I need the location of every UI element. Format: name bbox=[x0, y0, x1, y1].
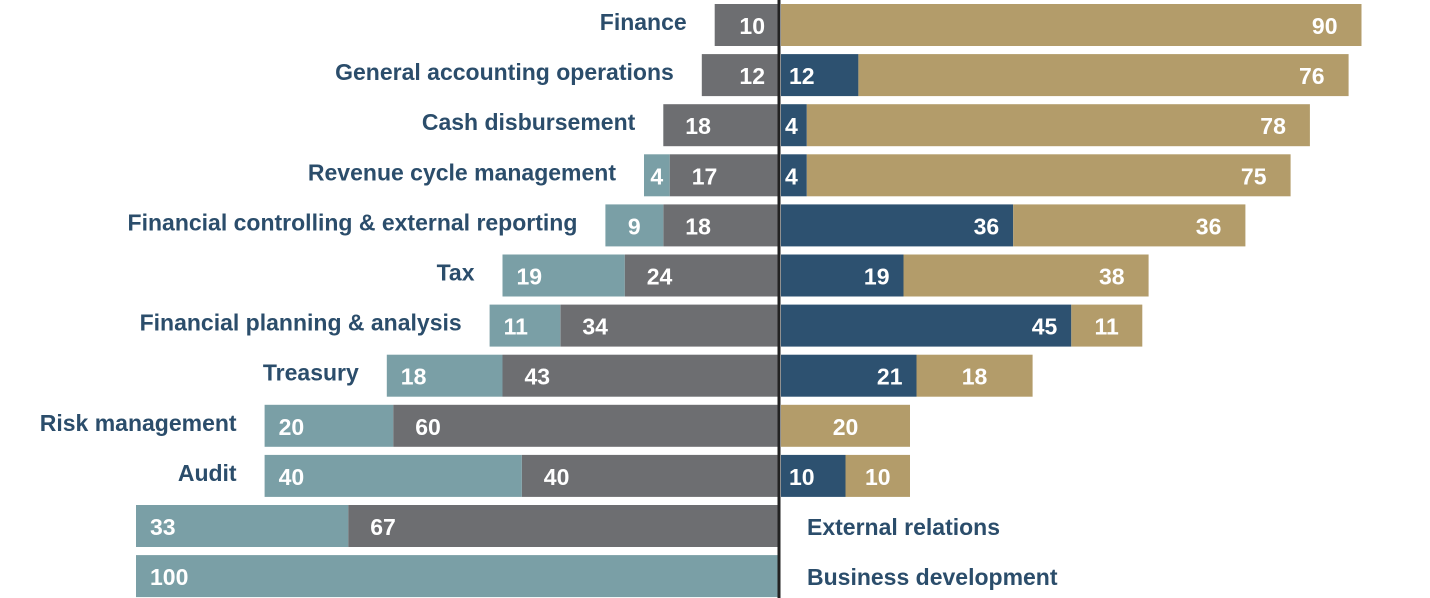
bar-left-inner bbox=[502, 354, 779, 397]
category-label: Tax bbox=[437, 260, 475, 286]
bar-left-inner bbox=[348, 505, 779, 547]
data-label-right-inner: 4 bbox=[785, 113, 798, 139]
category-label: Treasury bbox=[263, 360, 359, 386]
data-label-left-inner: 43 bbox=[525, 364, 551, 390]
data-label-left-outer: 11 bbox=[504, 314, 529, 340]
bar-right-outer bbox=[781, 4, 1362, 46]
bar-right-inner bbox=[781, 354, 917, 397]
data-label-left-inner: 34 bbox=[582, 314, 608, 340]
data-label-left-inner: 17 bbox=[692, 163, 718, 189]
data-label-right-inner: 45 bbox=[1032, 314, 1058, 340]
bar-left-outer bbox=[502, 254, 625, 297]
data-label-left-inner: 60 bbox=[415, 414, 441, 440]
bar-left-outer bbox=[264, 404, 394, 447]
category-label: Finance bbox=[600, 9, 687, 35]
data-label-left-outer: 19 bbox=[517, 264, 543, 290]
category-label: Financial controlling & external reporti… bbox=[128, 209, 578, 235]
bar-left-outer bbox=[644, 154, 670, 197]
bar-right-inner bbox=[781, 304, 1072, 347]
bar-left-inner bbox=[521, 454, 779, 497]
bar-right-outer bbox=[916, 354, 1033, 397]
data-label-left-outer: 20 bbox=[279, 414, 305, 440]
bar-right-outer bbox=[903, 254, 1149, 297]
bar-left-outer bbox=[136, 505, 349, 547]
category-label: Financial planning & analysis bbox=[140, 310, 462, 336]
bar-right-outer bbox=[806, 154, 1291, 197]
bar-right-inner bbox=[781, 104, 807, 147]
bar-left-inner bbox=[624, 254, 779, 297]
data-label-right-outer: 18 bbox=[962, 364, 988, 390]
bar-right-inner bbox=[781, 54, 859, 97]
data-label-right-outer: 38 bbox=[1099, 264, 1125, 290]
bar-left-inner bbox=[669, 154, 779, 197]
category-label: Audit bbox=[178, 460, 237, 486]
category-label: External relations bbox=[807, 514, 1000, 540]
data-label-right-outer: 11 bbox=[1095, 314, 1120, 340]
bar-right-outer bbox=[858, 54, 1349, 97]
data-label-right-outer: 10 bbox=[865, 464, 891, 490]
data-label-right-inner: 19 bbox=[864, 264, 890, 290]
data-label-left-inner: 18 bbox=[685, 213, 711, 239]
data-label-left-outer: 9 bbox=[628, 213, 641, 239]
data-label-left-inner: 10 bbox=[739, 13, 765, 39]
bar-left-outer bbox=[489, 304, 561, 347]
data-label-right-outer: 76 bbox=[1299, 63, 1325, 89]
data-label-left-inner: 67 bbox=[370, 514, 396, 540]
data-label-right-outer: 36 bbox=[1196, 213, 1222, 239]
labels-layer: 10 90 Finance 12 12 76 General accounting oper… bbox=[40, 9, 1338, 590]
bar-right-outer bbox=[1013, 204, 1246, 247]
bars-layer bbox=[136, 4, 1362, 598]
bar-left-outer bbox=[264, 454, 522, 497]
bar-left-outer bbox=[386, 354, 503, 397]
bar-left-inner bbox=[663, 204, 779, 247]
category-label: Cash disbursement bbox=[422, 109, 636, 135]
bar-left-inner bbox=[393, 404, 779, 447]
data-label-right-inner: 10 bbox=[789, 464, 815, 490]
bar-right-outer bbox=[1071, 304, 1143, 347]
bar-left-outer bbox=[605, 204, 664, 247]
bar-right-outer bbox=[845, 454, 910, 497]
data-label-right-outer: 20 bbox=[833, 414, 859, 440]
bar-left-inner bbox=[663, 104, 779, 147]
category-label: Revenue cycle management bbox=[308, 159, 616, 185]
category-label: Business development bbox=[807, 564, 1058, 590]
data-label-right-inner: 4 bbox=[785, 163, 798, 189]
category-label: Risk management bbox=[40, 410, 237, 436]
bar-left-inner bbox=[701, 54, 779, 97]
data-label-left-outer: 18 bbox=[401, 364, 427, 390]
data-label-left-outer: 40 bbox=[279, 464, 305, 490]
bar-right-inner bbox=[781, 454, 846, 497]
data-label-right-outer: 90 bbox=[1312, 13, 1338, 39]
data-label-left-inner: 18 bbox=[685, 113, 711, 139]
bar-right-inner bbox=[781, 254, 904, 297]
bar-right-inner bbox=[781, 154, 807, 197]
category-label: General accounting operations bbox=[335, 59, 674, 85]
data-label-right-inner: 21 bbox=[877, 364, 903, 390]
bar-right-outer bbox=[781, 404, 910, 447]
data-label-left-inner: 12 bbox=[739, 63, 765, 89]
data-label-left-outer: 100 bbox=[150, 564, 188, 590]
data-label-left-inner: 24 bbox=[647, 264, 673, 290]
bar-right-inner bbox=[781, 204, 1014, 247]
bar-right-outer bbox=[806, 104, 1310, 147]
data-label-left-outer: 33 bbox=[150, 514, 176, 540]
data-label-left-inner: 40 bbox=[544, 464, 570, 490]
data-label-right-inner: 12 bbox=[789, 63, 815, 89]
data-label-left-outer: 4 bbox=[650, 163, 663, 189]
data-label-right-outer: 78 bbox=[1260, 113, 1286, 139]
bar-left-inner bbox=[560, 304, 779, 347]
bar-left-outer bbox=[136, 555, 779, 598]
bar-left-inner bbox=[714, 4, 779, 46]
data-label-right-inner: 36 bbox=[974, 213, 1000, 239]
data-label-right-outer: 75 bbox=[1241, 163, 1267, 189]
